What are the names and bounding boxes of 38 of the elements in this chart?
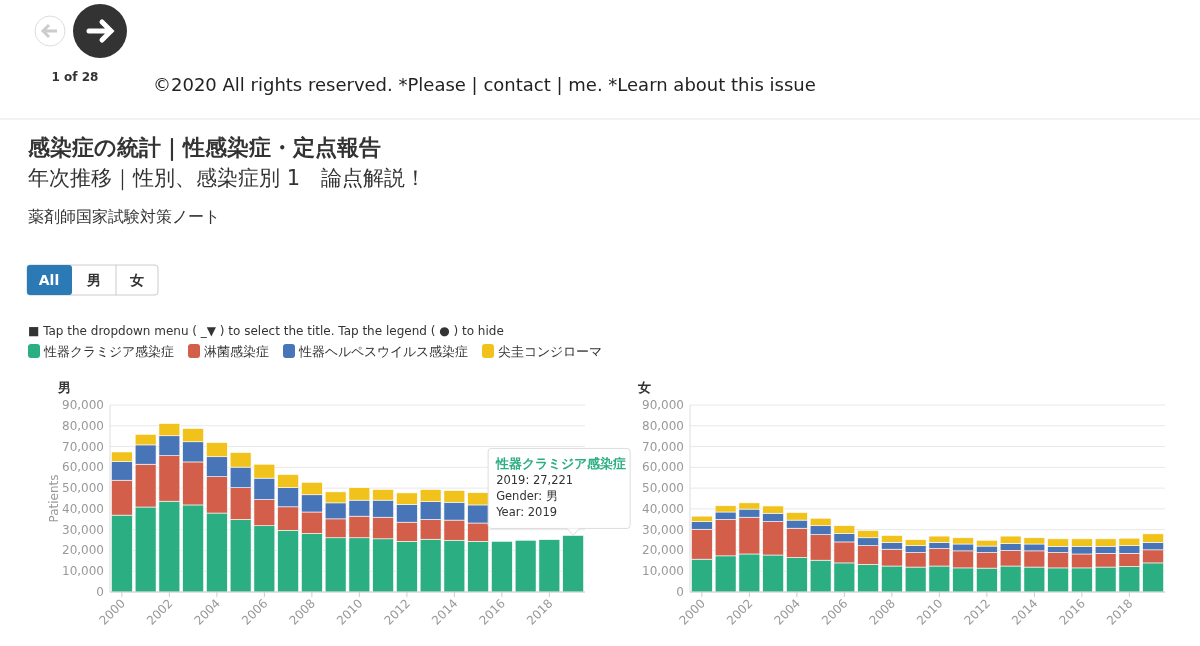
y-tick-label: 30,000 (62, 522, 104, 537)
y-tick-label: 60,000 (642, 460, 684, 475)
chart-title: 男 (57, 380, 71, 395)
y-tick-label: 70,000 (642, 439, 684, 454)
legend-label: 淋菌感染症 (204, 344, 269, 359)
bar (491, 541, 513, 593)
y-tick-label: 30,000 (642, 522, 684, 537)
y-tick-label: 50,000 (642, 481, 684, 496)
text: ■ Tap the dropdown menu ( _▼ ) to select the title. Tap the legend ( ● ) to hide (28, 324, 504, 338)
y-tick-label: 90,000 (62, 398, 104, 412)
y-tick-label: 0 (676, 585, 684, 599)
y-tick-label: 70,000 (62, 439, 104, 454)
text: 男 (86, 272, 101, 288)
text: 1 of 28 (51, 70, 99, 84)
y-tick-label: 10,000 (642, 564, 684, 579)
text: All (38, 272, 60, 288)
legend-label: 性器クラミジア感染症 (43, 344, 174, 359)
legend-label: 性器ヘルペスウイルス感染症 (298, 344, 468, 359)
y-axis-title: Patients (47, 474, 61, 523)
y-tick-label: 40,000 (62, 501, 104, 516)
annotation: 性器クラミジア感染症 2019: 27,221 Gender: 男 Year: 2019 (495, 456, 627, 520)
y-tick-label: 10,000 (62, 564, 104, 579)
text: 薬剤師国家試験対策ノート (28, 207, 220, 226)
legend-label: 尖圭コンジローマ (498, 344, 602, 359)
y-tick-label: 20,000 (642, 543, 684, 558)
y-tick-label: 40,000 (642, 501, 684, 516)
y-tick-label: 20,000 (62, 543, 104, 558)
chart-title: 女 (637, 380, 651, 395)
y-tick-label: 80,000 (642, 418, 684, 433)
text: 女 (129, 272, 144, 288)
y-tick-label: 0 (96, 585, 104, 599)
y-tick-label: 50,000 (62, 481, 104, 496)
text: 年次推移｜性別、感染症別 1 論点解説！ (28, 166, 427, 191)
text: 感染症の統計｜性感染症・定点報告 (27, 135, 381, 161)
y-tick-label: 80,000 (62, 418, 104, 433)
text: ©2020 All rights reserved. *Please | contact | me. *Learn about this issue (153, 74, 816, 95)
y-tick-label: 60,000 (62, 460, 104, 475)
y-tick-label: 90,000 (642, 398, 684, 412)
